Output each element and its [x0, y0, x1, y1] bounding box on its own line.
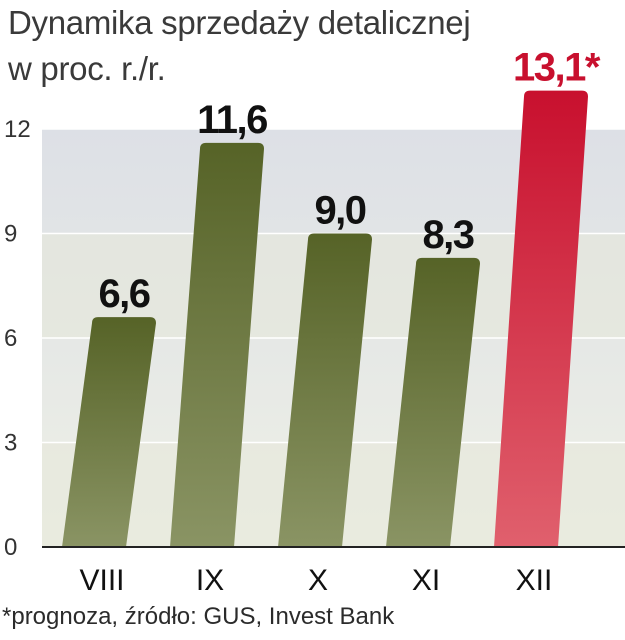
x-tick-label-IX: IX: [196, 564, 224, 597]
bar-chart: 0 3 6 9 12 6,6 VIII 11,6 IX 9,0 X 8,3 XI 13,1* XII: [4, 46, 625, 597]
y-tick-label: 9: [4, 221, 17, 248]
value-label-XI: 8,3: [422, 213, 473, 257]
bar-VIII: [62, 317, 156, 547]
source-footnote: *prognoza, źródło: GUS, Invest Bank: [2, 603, 395, 630]
value-label-X: 9,0: [314, 189, 365, 233]
chart-title-line-1: Dynamika sprzedaży detalicznej: [8, 4, 471, 41]
value-label-IX: 11,6: [197, 98, 267, 142]
value-label-VIII: 6,6: [98, 272, 149, 316]
x-tick-label-XII: XII: [516, 564, 553, 597]
y-tick-label: 12: [4, 116, 31, 143]
bar-X: [278, 233, 372, 547]
x-tick-label-VIII: VIII: [79, 564, 124, 597]
bar-IX: [170, 142, 264, 547]
chart-title-line-2: w proc. r./r.: [8, 50, 166, 87]
y-tick-label: 3: [4, 430, 17, 457]
bar-XII: [494, 90, 588, 547]
x-tick-label-X: X: [308, 564, 328, 597]
bar-XI: [386, 257, 480, 547]
x-tick-label-XI: XI: [412, 564, 440, 597]
y-tick-label: 6: [4, 325, 17, 352]
y-tick-label: 0: [4, 534, 17, 561]
value-label-XII: 13,1*: [513, 46, 601, 90]
